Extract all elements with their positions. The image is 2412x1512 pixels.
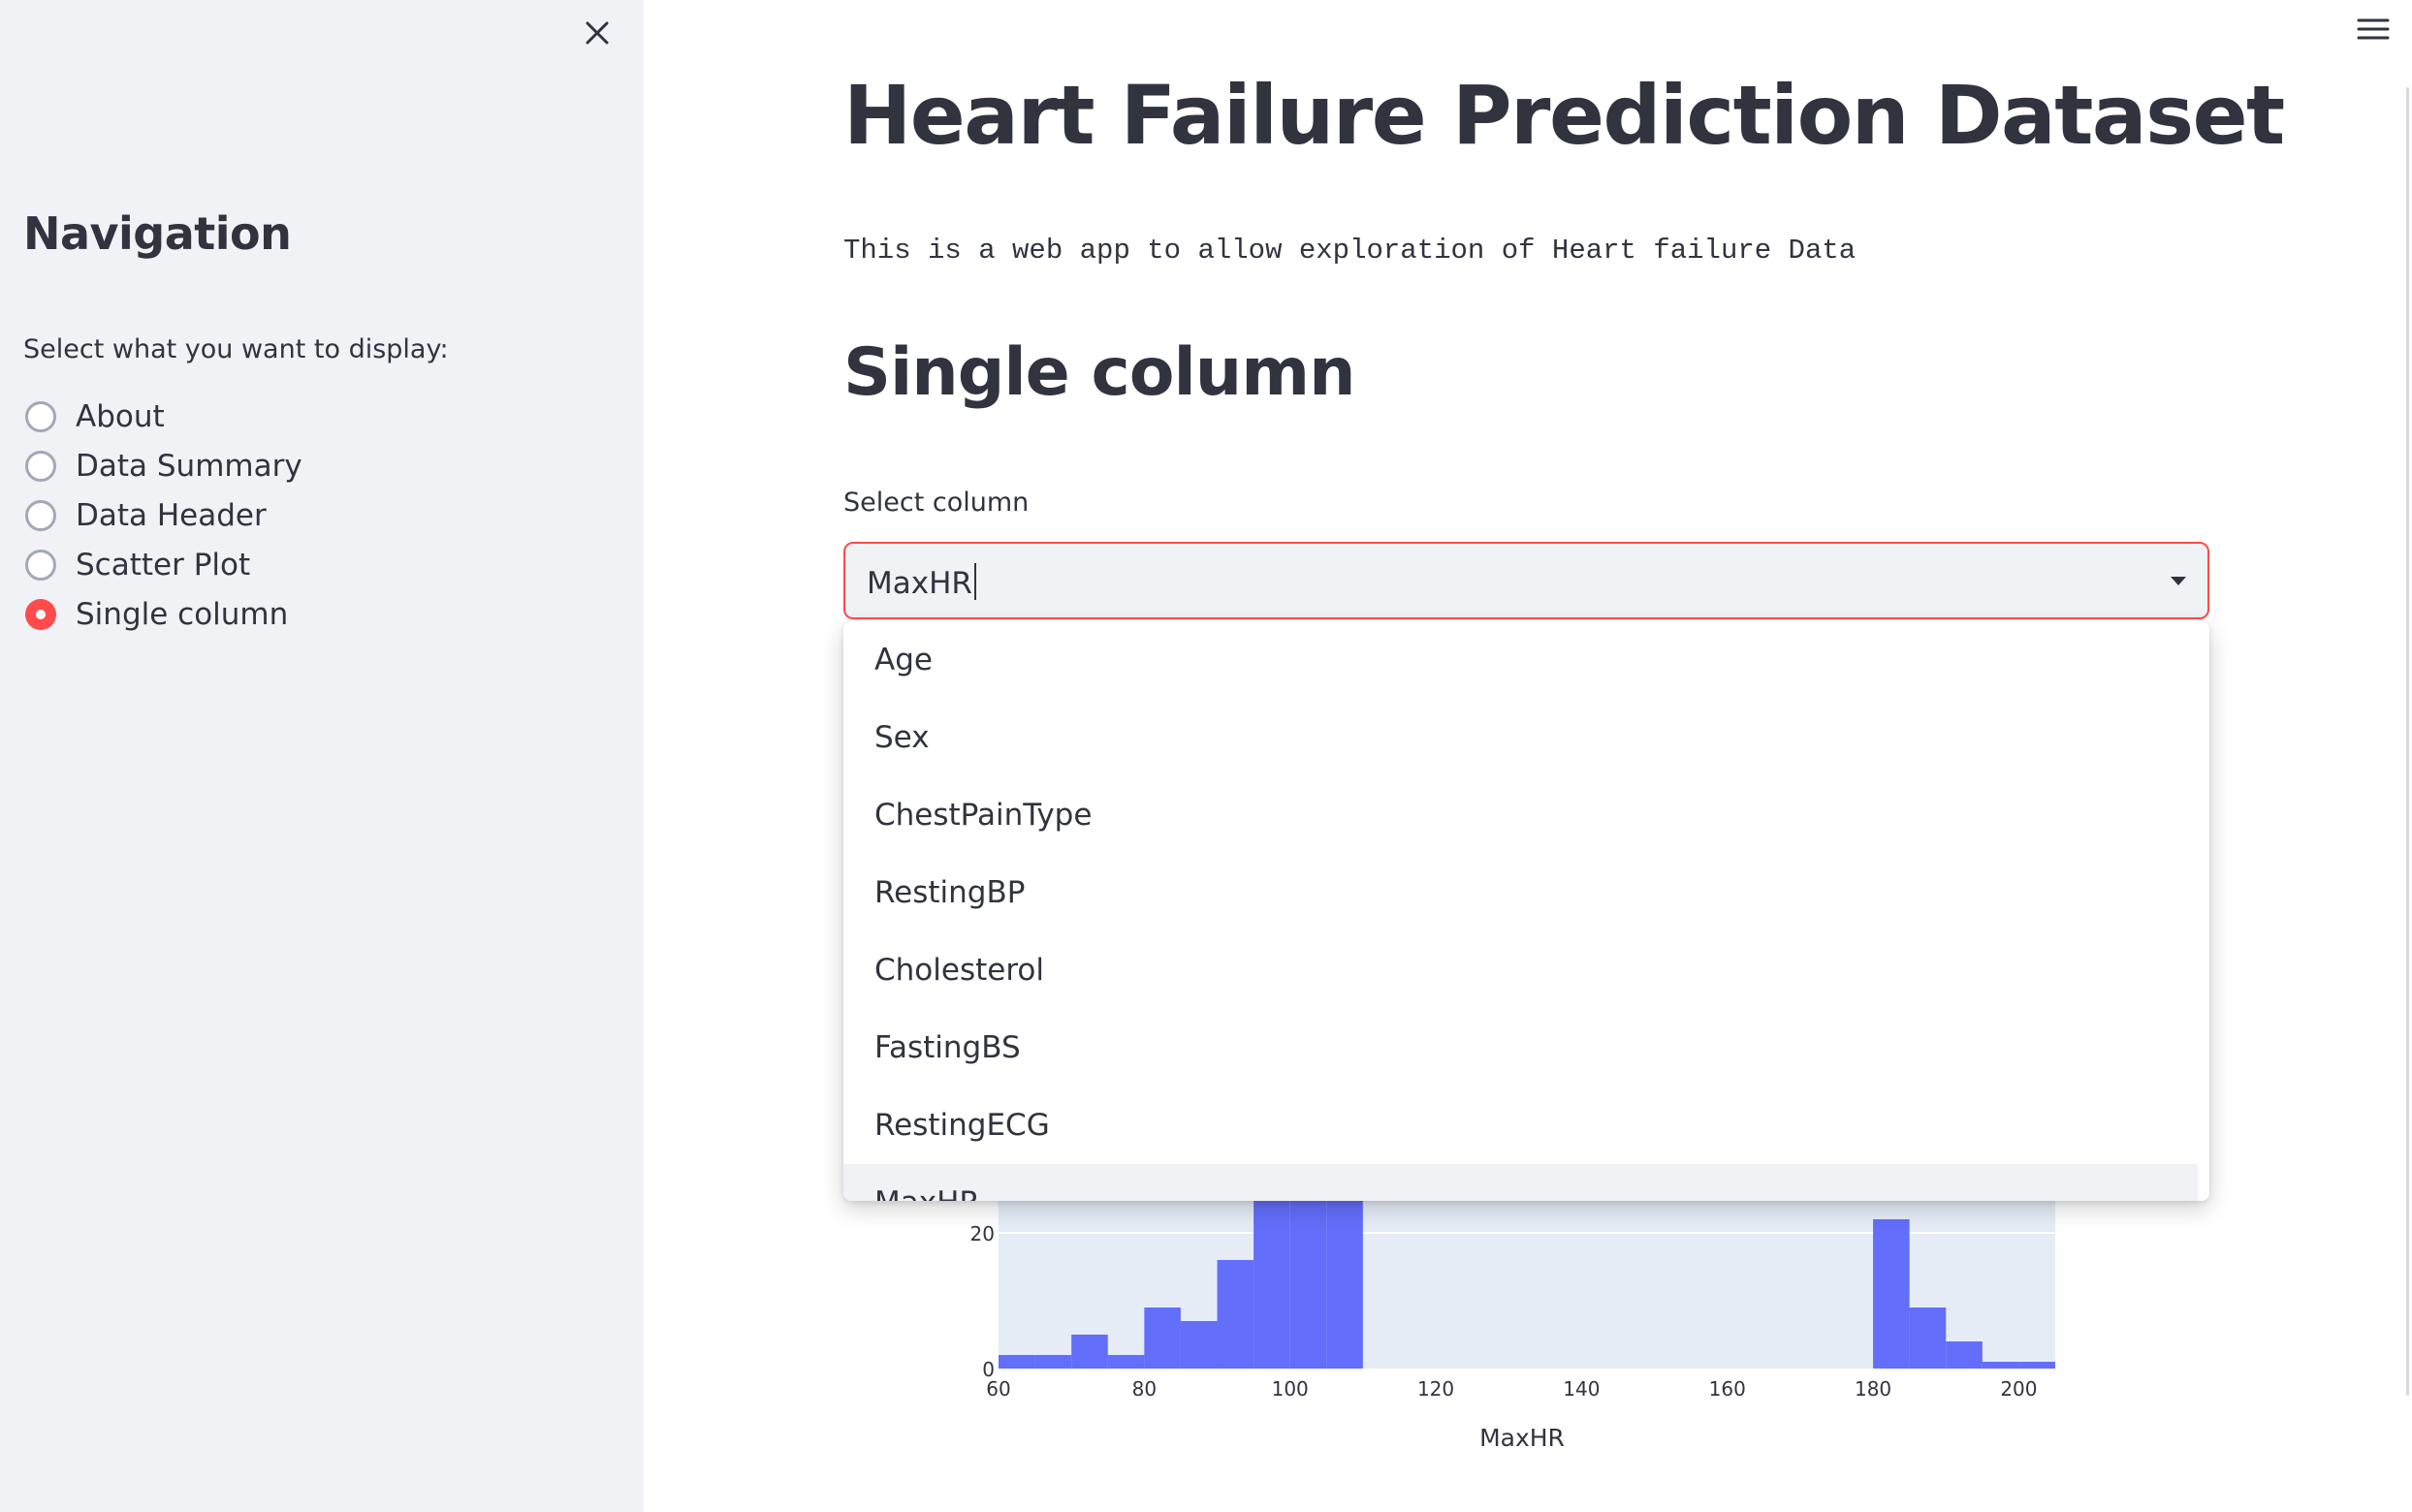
radio-option-label: Scatter Plot <box>76 547 251 583</box>
radio-option-label: Data Summary <box>76 448 302 484</box>
x-axis-ticks: 60 80 100 120 140 160 180 200 <box>986 1377 2037 1401</box>
histogram-bar <box>1180 1321 1218 1369</box>
histogram-bar <box>1946 1341 1983 1369</box>
intro-text: This is a web app to allow exploration o… <box>843 235 1857 267</box>
option-maxhr[interactable]: MaxHR <box>843 1164 2198 1201</box>
radio-option-data-summary[interactable]: Data Summary <box>25 441 302 490</box>
x-tick-label: 120 <box>1417 1377 1454 1401</box>
display-radio-group: About Data Summary Data Header Scatter P… <box>25 392 302 639</box>
histogram-bar <box>1982 1362 2019 1369</box>
select-current-value: MaxHR <box>867 566 972 601</box>
y-tick-label: 0 <box>982 1358 995 1381</box>
x-tick-label: 80 <box>1132 1377 1157 1401</box>
radio-button[interactable] <box>25 499 56 531</box>
radio-button-selected[interactable] <box>25 598 56 630</box>
sidebar-title: Navigation <box>23 207 292 260</box>
option-restingbp[interactable]: RestingBP <box>874 875 1026 910</box>
close-sidebar-button[interactable] <box>578 14 617 52</box>
radio-group-label: Select what you want to display: <box>23 334 449 364</box>
option-sex[interactable]: Sex <box>874 720 930 755</box>
select-column-input[interactable]: MaxHR <box>867 563 976 601</box>
chevron-down-icon[interactable] <box>2171 577 2186 585</box>
radio-option-label: Single column <box>76 596 289 632</box>
select-column-dropdown[interactable]: MaxHR <box>843 542 2209 619</box>
y-axis-ticks: 0 20 <box>970 1222 995 1381</box>
x-tick-label: 200 <box>2000 1377 2037 1401</box>
radio-option-single-column[interactable]: Single column <box>25 589 302 639</box>
hamburger-menu-icon <box>2357 18 2390 40</box>
histogram-bar <box>1873 1219 1910 1369</box>
histogram-bar <box>1107 1355 1145 1369</box>
select-column-label: Select column <box>843 488 1030 518</box>
radio-option-label: Data Header <box>76 497 267 533</box>
x-tick-label: 60 <box>986 1377 1010 1401</box>
x-tick-label: 160 <box>1709 1377 1746 1401</box>
histogram-bar <box>1909 1307 1947 1369</box>
select-options-list: Age Sex ChestPainType RestingBP Choleste… <box>843 621 2209 1201</box>
option-restingecg[interactable]: RestingECG <box>874 1108 1050 1143</box>
option-age[interactable]: Age <box>874 643 933 677</box>
x-axis-label: MaxHR <box>1479 1424 1565 1452</box>
radio-option-label: About <box>76 398 165 434</box>
y-tick-label: 20 <box>970 1222 995 1245</box>
option-fastingbs[interactable]: FastingBS <box>874 1030 1021 1065</box>
histogram-bar <box>2018 1362 2055 1369</box>
histogram-bar <box>1217 1260 1254 1369</box>
histogram-bar <box>1071 1335 1108 1369</box>
page-scrollbar[interactable] <box>2406 87 2409 1396</box>
radio-button[interactable] <box>25 400 56 432</box>
radio-option-data-header[interactable]: Data Header <box>25 490 302 540</box>
histogram-bar <box>1144 1307 1181 1369</box>
option-chestpaintype[interactable]: ChestPainType <box>874 798 1093 833</box>
radio-button[interactable] <box>25 450 56 482</box>
histogram-bar <box>1289 1185 1327 1369</box>
close-icon <box>586 21 609 45</box>
page-title: Heart Failure Prediction Dataset <box>843 68 2285 163</box>
histogram-bar <box>1254 1179 1290 1369</box>
radio-option-scatter-plot[interactable]: Scatter Plot <box>25 540 302 589</box>
x-tick-label: 180 <box>1855 1377 1891 1401</box>
x-tick-label: 100 <box>1272 1377 1309 1401</box>
radio-button[interactable] <box>25 549 56 581</box>
option-cholesterol[interactable]: Cholesterol <box>874 953 1044 988</box>
histogram-bar <box>1034 1355 1072 1369</box>
section-title: Single column <box>843 334 1355 411</box>
main-menu-button[interactable] <box>2356 16 2391 45</box>
radio-option-about[interactable]: About <box>25 392 302 441</box>
histogram-bar <box>999 1355 1035 1369</box>
text-cursor <box>973 563 976 600</box>
sidebar: Navigation Select what you want to displ… <box>0 0 644 1512</box>
histogram-bars <box>999 1151 2055 1369</box>
x-tick-label: 140 <box>1563 1377 1600 1401</box>
